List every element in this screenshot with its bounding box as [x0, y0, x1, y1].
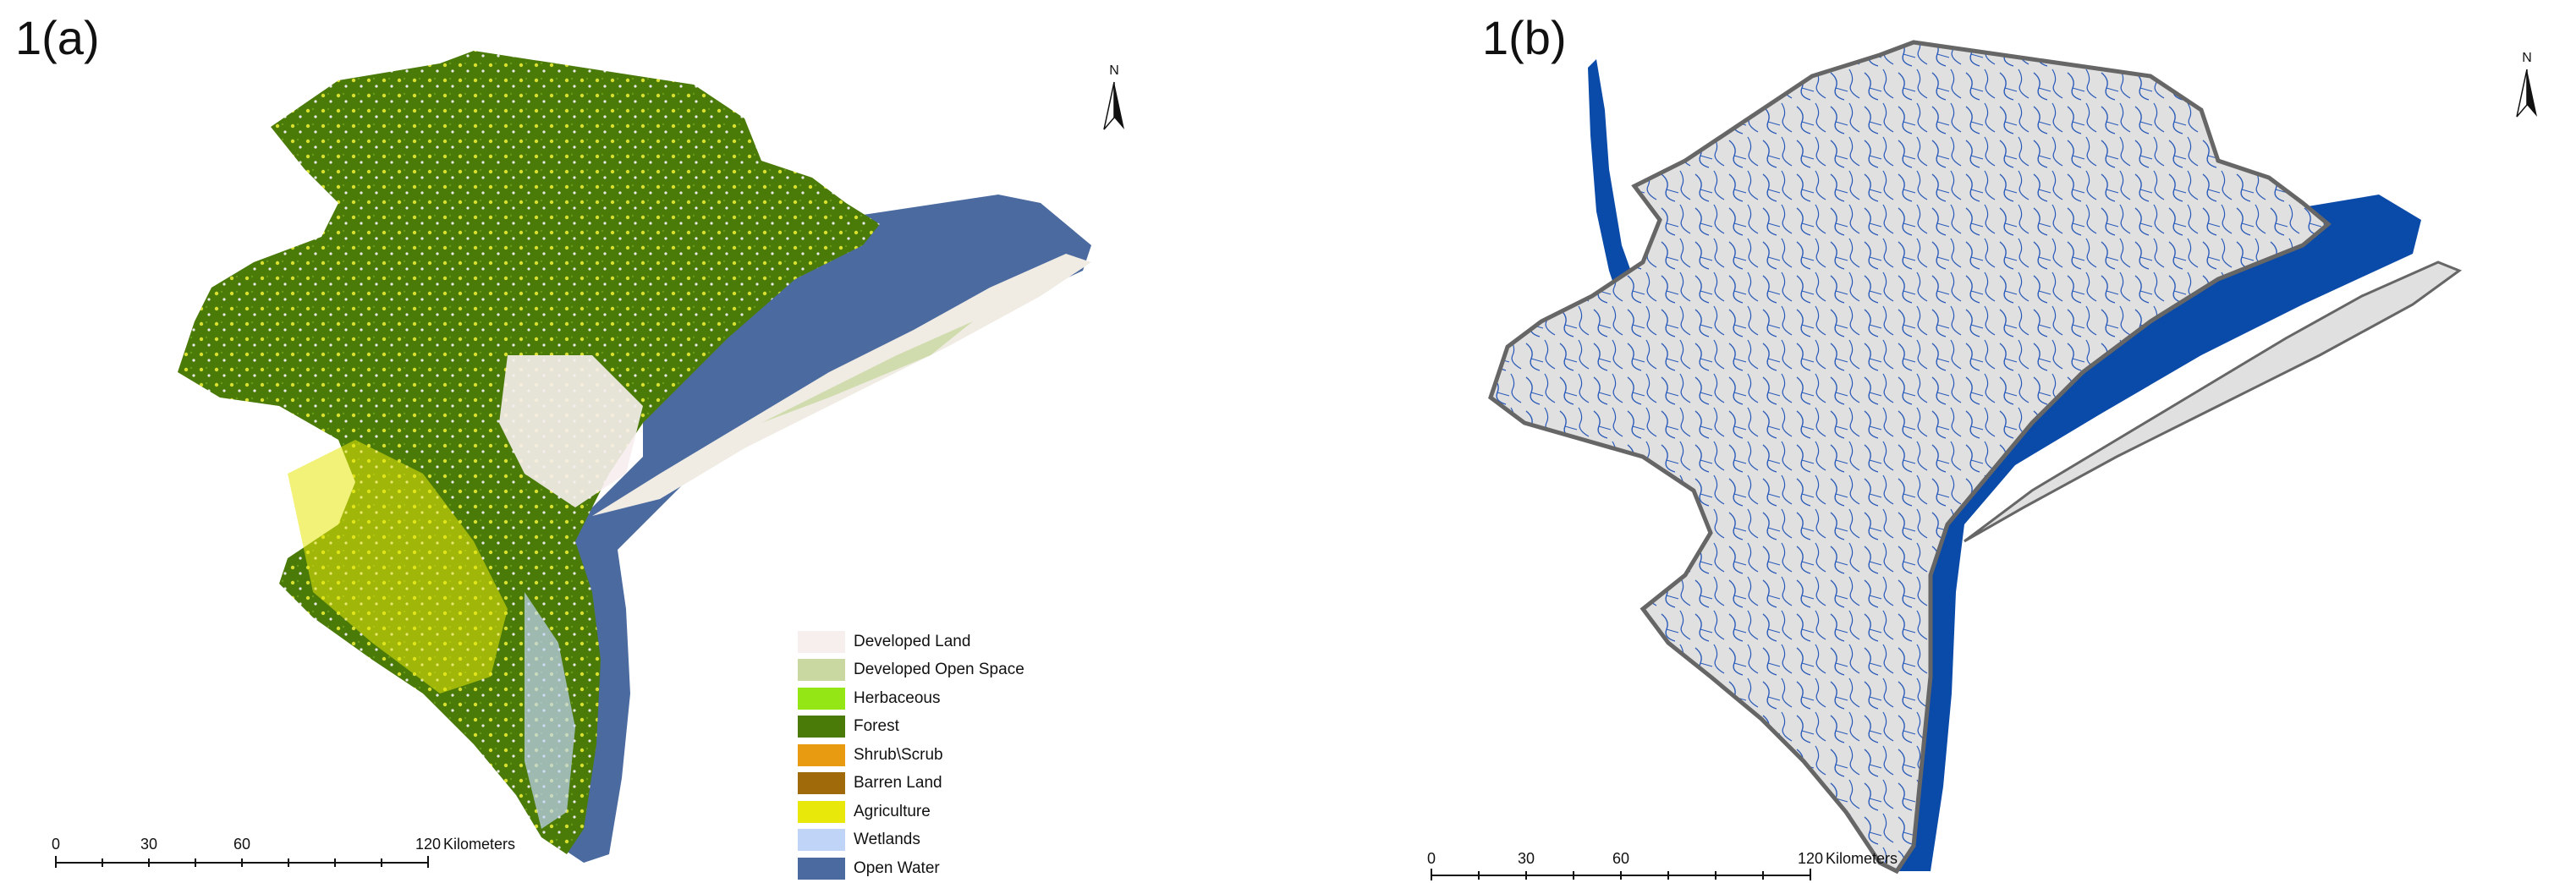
land-area: [1488, 40, 2332, 875]
legend-label: Barren Land: [854, 774, 942, 793]
panel-label: 1(a): [15, 11, 100, 64]
legend-label: Agriculture: [854, 802, 931, 820]
panel-label: 1(b): [1482, 11, 1567, 64]
developed-region: [499, 355, 643, 507]
legend-swatch: [798, 687, 845, 710]
scale-unit-label: Kilometers: [443, 836, 516, 853]
legend-swatch: [798, 772, 845, 795]
legend-item: Wetlands: [798, 826, 1024, 855]
legend-item: Shrub\Scrub: [798, 741, 1024, 770]
legend-item: Developed Land: [798, 628, 1024, 656]
scale-unit-label: Kilometers: [1826, 850, 1898, 867]
scale-tick-label: 30: [140, 836, 158, 853]
legend-swatch: [798, 716, 845, 738]
legend-swatch: [798, 800, 845, 823]
legend-swatch: [798, 743, 845, 766]
scale-tick-label: 60: [233, 836, 251, 853]
north-arrow-icon: [2516, 69, 2537, 118]
legend-label: Developed Open Space: [854, 661, 1024, 679]
land-cover-map: [178, 51, 1091, 863]
agriculture-region: [288, 440, 508, 694]
north-arrow: N: [1097, 63, 1131, 131]
scale-bar-line: [55, 856, 429, 868]
legend-item: Developed Open Space: [798, 656, 1024, 685]
scale-bar: 0 30 60 120 Kilometers: [1427, 850, 1905, 882]
scale-bar-line: [1431, 869, 1811, 880]
north-arrow: N: [2510, 51, 2544, 118]
scale-tick-label: 120: [1797, 850, 1824, 867]
legend-label: Herbaceous: [854, 688, 941, 707]
north-letter: N: [1109, 63, 1119, 78]
legend-swatch: [798, 659, 845, 682]
legend-label: Forest: [854, 717, 899, 736]
legend-label: Wetlands: [854, 831, 920, 849]
scale-tick-label: 0: [1426, 850, 1436, 867]
legend-label: Shrub\Scrub: [854, 745, 943, 764]
panel-hydrography: 1(b) N 0 30 60 120 Kilometers: [1288, 0, 2576, 882]
scale-tick-label: 60: [1612, 850, 1630, 867]
scale-bar: 0 30 60 120 Kilometers: [52, 836, 530, 869]
long-island: [1964, 261, 2463, 543]
legend-item: Forest: [798, 713, 1024, 742]
hydrography-map: [1488, 40, 2463, 875]
legend-item: Barren Land: [798, 770, 1024, 798]
scale-tick-label: 30: [1517, 850, 1535, 867]
legend-swatch: [798, 630, 845, 653]
north-letter: N: [2522, 51, 2532, 65]
legend-item: Herbaceous: [798, 684, 1024, 713]
scale-tick-label: 120: [415, 836, 442, 853]
legend-swatch: [798, 829, 845, 852]
legend-item: Agriculture: [798, 798, 1024, 826]
scale-tick-label: 0: [51, 836, 61, 853]
land-cover-legend: Developed Land Developed Open Space Herb…: [798, 628, 1024, 883]
legend-swatch: [798, 857, 845, 880]
legend-label: Developed Land: [854, 632, 971, 650]
legend-item: Open Water: [798, 854, 1024, 883]
legend-label: Open Water: [854, 858, 940, 877]
panel-land-cover: 1(a) N 0 30 60 120: [0, 0, 1288, 882]
north-arrow-icon: [1103, 81, 1124, 130]
